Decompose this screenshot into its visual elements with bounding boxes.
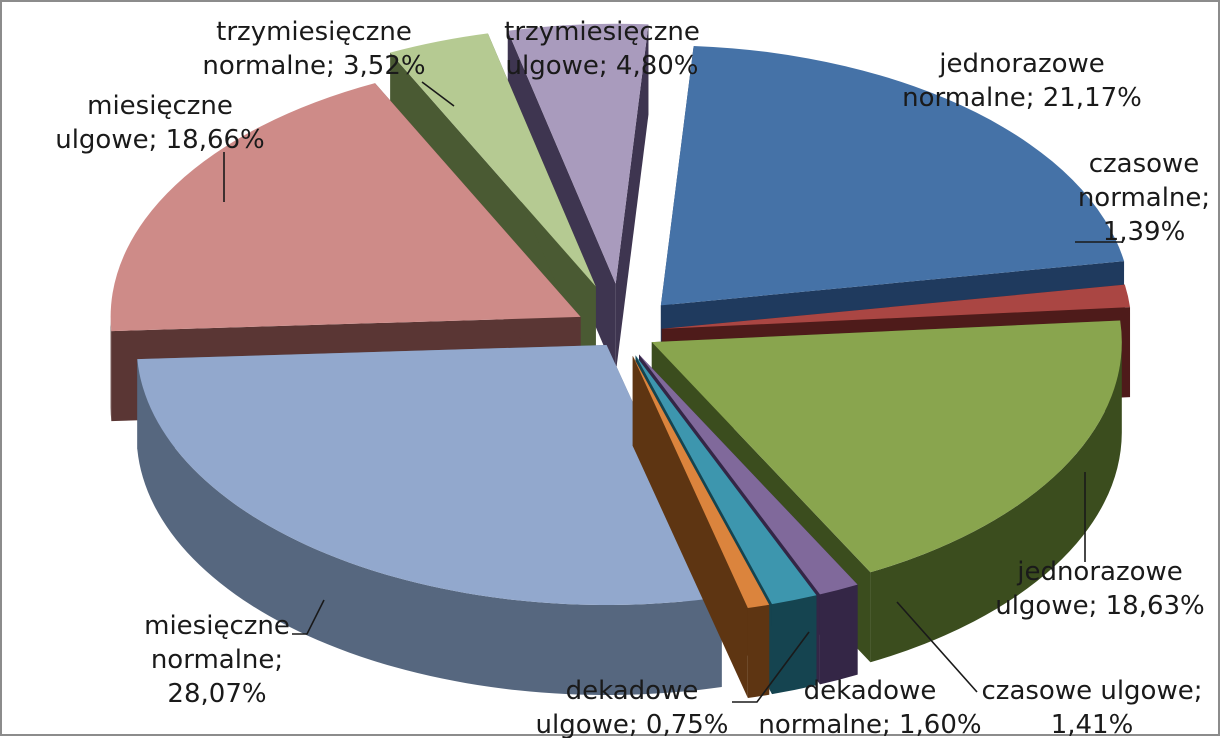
- data-label-line: normalne;: [1078, 183, 1210, 213]
- slice-top: [651, 320, 1122, 573]
- data-label-dekadowe-ulgowe: dekadowe ulgowe; 0,75%: [536, 676, 729, 738]
- slice-wall: [615, 24, 649, 374]
- slice-outer-wall: [870, 342, 1122, 663]
- slice-top: [639, 354, 858, 595]
- data-label-jednorazowe-ulgowe: jednorazowe ulgowe; 18,63%: [995, 557, 1205, 621]
- slice-top: [660, 45, 1125, 306]
- data-label-line: ulgowe; 0,75%: [536, 710, 729, 738]
- data-label-miesieczne-ulgowe: miesięczne ulgowe; 18,66%: [55, 91, 265, 155]
- leader-lines-layer: [223, 81, 1122, 703]
- data-label-line: normalne; 3,52%: [202, 51, 425, 81]
- data-label-line: ulgowe; 18,66%: [55, 125, 265, 155]
- leader-line-czasowe-ulgowe: [896, 601, 978, 693]
- data-label-miesieczne-normalne: miesięczne normalne; 28,07%: [144, 611, 290, 709]
- slice-top: [110, 83, 581, 332]
- data-label-line: miesięczne: [87, 91, 233, 121]
- data-label-jednorazowe-normalne: jednorazowe normalne; 21,17%: [902, 49, 1142, 113]
- slice-outer-wall: [110, 317, 112, 422]
- data-label-czasowe-ulgowe: czasowe ulgowe; 1,41%: [982, 676, 1203, 738]
- slice-outer-wall: [771, 595, 817, 695]
- leader-line-dekadowe-ulgowe: [732, 631, 810, 703]
- slice-wall: [632, 355, 748, 698]
- pie-slice-dekadowe-ulgowe: [632, 355, 770, 698]
- data-label-line: 1,39%: [1103, 217, 1186, 247]
- slice-outer-wall: [747, 604, 770, 698]
- data-label-line: jednorazowe: [938, 49, 1105, 79]
- slice-top: [661, 284, 1131, 329]
- data-label-line: trzymiesięczne: [216, 17, 412, 47]
- labels-layer: jednorazowe normalne; 21,17% czasowe normal…: [55, 17, 1210, 738]
- data-label-line: dekadowe: [566, 676, 699, 706]
- data-label-line: czasowe ulgowe;: [982, 676, 1203, 706]
- data-label-line: 1,41%: [1051, 710, 1134, 738]
- data-label-line: ulgowe; 4,80%: [506, 51, 699, 81]
- slice-outer-wall: [137, 359, 722, 695]
- leader-line-miesieczne-normalne: [292, 599, 325, 635]
- leader-line-trzymiesieczne-normalne: [421, 81, 455, 107]
- data-label-line: normalne; 21,17%: [902, 83, 1142, 113]
- slices-layer: [110, 23, 1131, 698]
- slice-top: [507, 23, 649, 284]
- data-label-line: czasowe: [1089, 149, 1200, 179]
- slice-top: [137, 344, 722, 605]
- data-label-line: ulgowe; 18,63%: [995, 591, 1205, 621]
- data-label-line: dekadowe: [804, 676, 937, 706]
- pie-slice-miesieczne-normalne: [137, 344, 722, 695]
- data-label-trzymiesieczne-ulgowe: trzymiesięczne ulgowe; 4,80%: [504, 17, 700, 81]
- data-label-czasowe-normalne: czasowe normalne; 1,39%: [1078, 149, 1210, 247]
- slice-top: [632, 355, 770, 608]
- data-label-dekadowe-normalne: dekadowe normalne; 1,60%: [758, 676, 981, 738]
- slice-outer-wall: [819, 584, 858, 685]
- data-label-line: trzymiesięczne: [504, 17, 700, 47]
- data-label-line: miesięczne: [144, 611, 290, 641]
- slice-top: [635, 355, 817, 605]
- data-label-trzymiesieczne-normalne: trzymiesięczne normalne; 3,52%: [202, 17, 425, 81]
- data-label-line: 28,07%: [167, 679, 266, 709]
- data-label-line: jednorazowe: [1016, 557, 1183, 587]
- data-label-line: normalne; 1,60%: [758, 710, 981, 738]
- data-label-line: normalne;: [151, 645, 283, 675]
